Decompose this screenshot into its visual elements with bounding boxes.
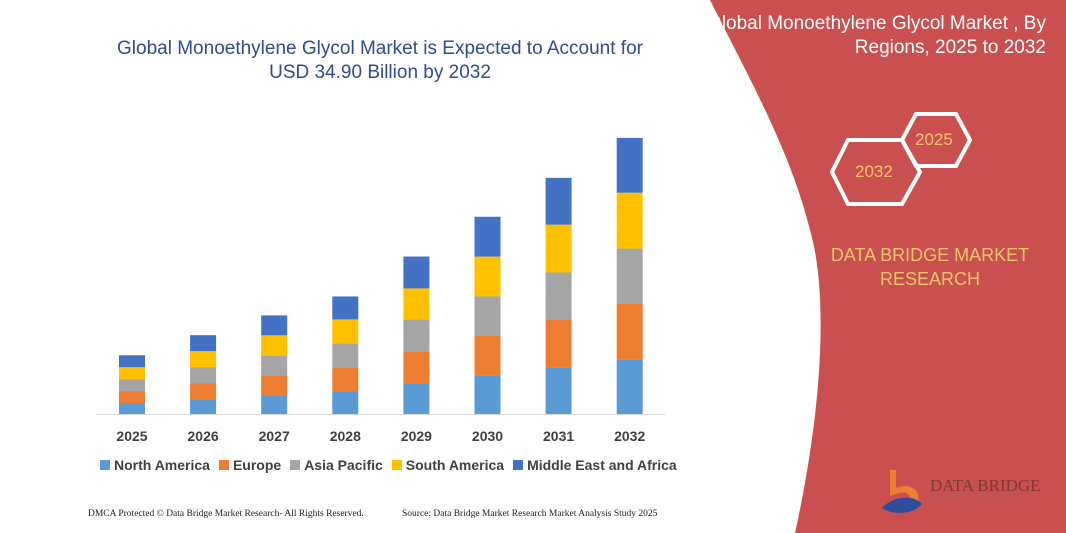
bar-segment — [190, 367, 217, 384]
bar-segment — [616, 303, 643, 360]
legend-label: Asia Pacific — [304, 457, 383, 473]
bar-segment — [332, 319, 359, 344]
bar-segment — [616, 248, 643, 304]
legend-label: North America — [114, 457, 210, 473]
bar-segment — [616, 359, 643, 414]
bar-segment — [474, 335, 501, 376]
bar-segment — [403, 383, 430, 414]
logo-text: DATA BRIDGE — [930, 476, 1041, 495]
legend-swatch — [100, 460, 110, 470]
hexagon-2032 — [829, 138, 923, 206]
bar-segment — [332, 296, 359, 320]
bar-segment — [545, 224, 572, 273]
legend-item-north-america: North America — [100, 457, 210, 473]
chart-title: Global Monoethylene Glycol Market is Exp… — [117, 38, 643, 83]
bar-segment — [332, 343, 359, 368]
legend-item-asia-pacific: Asia Pacific — [290, 457, 383, 473]
legend-label: Middle East and Africa — [527, 457, 677, 473]
legend-swatch — [218, 460, 229, 470]
footer-source: Source: Data Bridge Market Research Mark… — [402, 509, 658, 519]
x-tick-label: 2025 — [116, 428, 147, 444]
legend-swatch — [391, 460, 402, 470]
bar-segment — [545, 177, 572, 225]
bar-segment — [261, 315, 288, 336]
side-panel-shape — [710, 0, 1066, 533]
bar-segment — [119, 379, 145, 392]
legend-item-south-america: South America — [391, 457, 505, 473]
bar-segment — [403, 319, 430, 352]
bar-segment — [190, 383, 217, 400]
bar-segment — [403, 351, 430, 384]
bar-segment — [545, 319, 572, 368]
bar-segment — [616, 192, 643, 249]
legend-swatch — [290, 460, 301, 470]
brand-text: DATA BRIDGE MARKET RESEARCH — [830, 245, 1030, 289]
bar-segment — [190, 351, 217, 368]
bar-segment — [261, 375, 288, 396]
bar-segment — [545, 367, 572, 414]
bar-segment — [261, 335, 288, 356]
legend-item-mea: Middle East and Africa — [513, 457, 677, 473]
bar-segment — [190, 335, 217, 352]
bar-segment — [119, 367, 145, 380]
logo-subtext: MARKET RESEARCH — [930, 495, 1020, 501]
hex-label-start: 2025 — [915, 130, 953, 149]
bar-segment — [119, 403, 145, 414]
x-tick-label: 2032 — [614, 428, 645, 444]
data-bridge-logo-icon — [882, 470, 922, 513]
x-tick-label: 2031 — [543, 428, 574, 444]
legend-label: South America — [405, 457, 505, 473]
x-tick-label: 2026 — [188, 428, 219, 444]
bar-segment — [119, 355, 145, 368]
x-tick-label: 2028 — [330, 428, 361, 444]
side-panel-title: Global Monoethylene Glycol Market , By R… — [707, 13, 1046, 58]
bar-segment — [261, 355, 288, 376]
footer-copyright: DMCA Protected © Data Bridge Market Rese… — [88, 509, 364, 519]
bar-segment — [190, 399, 217, 414]
bar-segment — [545, 272, 572, 320]
bar-segment — [474, 296, 501, 336]
bar-segment — [474, 216, 501, 257]
x-tick-label: 2029 — [401, 428, 432, 444]
legend-swatch — [513, 460, 524, 470]
hex-label-end: 2032 — [855, 162, 893, 181]
bar-segment — [332, 367, 359, 392]
bar-segment — [332, 391, 359, 414]
x-tick-label: 2027 — [259, 428, 290, 444]
bar-segment — [261, 395, 288, 414]
legend-item-europe: Europe — [218, 457, 282, 473]
bar-segment — [403, 288, 430, 320]
bar-segment — [616, 137, 643, 193]
bar-segment — [403, 256, 430, 289]
legend-label: Europe — [232, 457, 282, 473]
bar-segment — [474, 375, 501, 414]
x-tick-label: 2030 — [472, 428, 503, 444]
bar-segment — [474, 256, 501, 297]
bar-segment — [119, 391, 145, 404]
legend: North America Europe Asia Pacific South … — [100, 457, 677, 473]
